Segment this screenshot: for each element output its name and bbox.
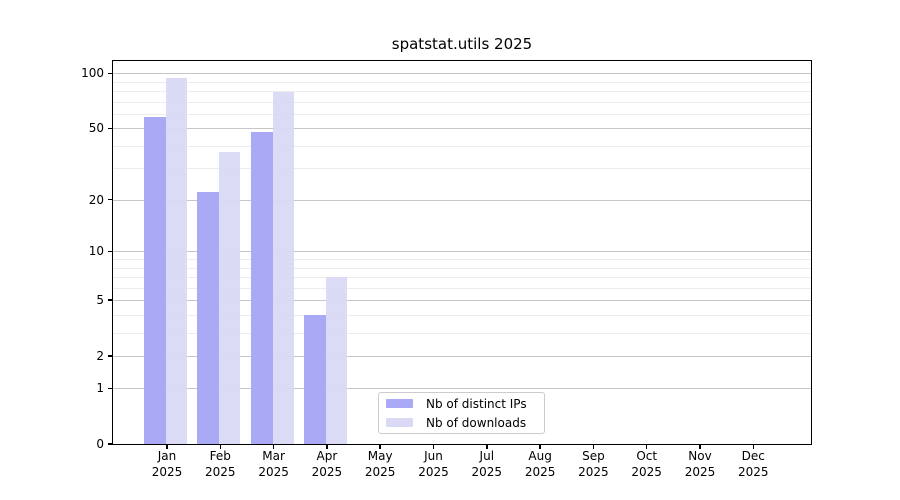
major-gridline (113, 300, 811, 302)
plot-area (113, 61, 811, 444)
legend: Nb of distinct IPs Nb of downloads (378, 392, 545, 434)
minor-gridline (113, 168, 811, 170)
bar-distinct-ips-apr (303, 314, 326, 444)
minor-gridline (113, 145, 811, 147)
x-tick-label: Aug 2025 (498, 448, 582, 480)
legend-swatch-distinct-ips (386, 399, 413, 408)
legend-label-distinct-ips: Nb of distinct IPs (426, 396, 527, 411)
x-tick-label: Sep 2025 (551, 448, 635, 480)
y-tick-label: 5 (96, 293, 104, 308)
x-tick-year-label: 2025 (205, 465, 236, 479)
x-tick-year-label: 2025 (258, 465, 289, 479)
x-tick-mark (166, 444, 168, 449)
y-tick-label: 2 (96, 348, 104, 363)
x-tick-label: Jul 2025 (445, 448, 529, 480)
bar-distinct-ips-feb (197, 192, 220, 444)
x-tick-year-label: 2025 (471, 465, 503, 479)
major-gridline (113, 388, 811, 390)
x-tick-label: May 2025 (338, 448, 422, 480)
bar-downloads-mar (272, 92, 294, 444)
x-tick-year-label: 2025 (578, 465, 609, 479)
minor-gridline (113, 314, 811, 316)
y-tick-mark (108, 299, 113, 301)
x-tick-mark (219, 444, 222, 449)
y-tick-label: 10 (88, 244, 104, 259)
minor-gridline (113, 101, 811, 103)
y-tick-label: 1 (96, 381, 104, 396)
x-tick-mark (699, 444, 701, 449)
y-tick-mark (108, 250, 113, 253)
x-tick-label: Jan 2025 (125, 448, 209, 480)
bar-downloads-apr (325, 277, 347, 444)
x-tick-label: Apr 2025 (285, 448, 369, 480)
major-gridline (113, 251, 811, 253)
minor-gridline (113, 259, 811, 261)
minor-gridline (113, 332, 811, 334)
x-tick-mark (432, 444, 435, 449)
x-tick-label: Nov 2025 (658, 448, 742, 480)
major-gridline (113, 128, 811, 130)
bar-downloads-jan (166, 77, 187, 444)
x-tick-mark (752, 444, 755, 449)
x-tick-year-label: 2025 (418, 465, 449, 479)
y-tick-label: 0 (96, 437, 104, 451)
x-tick-label: Feb 2025 (178, 448, 262, 480)
bar-downloads-feb (219, 151, 241, 444)
x-tick-label: Mar 2025 (232, 448, 316, 480)
chart-title: spatstat.utils 2025 (391, 35, 533, 53)
x-tick-mark (539, 444, 541, 449)
x-tick-year-label: 2025 (631, 465, 662, 479)
x-tick-year-label: 2025 (364, 465, 396, 479)
x-tick-label: Oct 2025 (605, 448, 689, 480)
major-gridline (113, 199, 811, 201)
y-tick-label: 100 (81, 66, 104, 81)
y-tick-mark (108, 127, 113, 130)
x-tick-mark (272, 444, 275, 449)
y-tick-mark (108, 443, 113, 445)
minor-gridline (113, 267, 811, 269)
y-tick-label: 20 (88, 192, 104, 207)
y-tick-mark (108, 198, 113, 201)
y-tick-mark (108, 387, 113, 390)
y-tick-mark (108, 355, 113, 357)
major-gridline (113, 355, 811, 357)
legend-item-downloads: Nb of downloads (386, 416, 536, 430)
minor-gridline (113, 91, 811, 93)
legend-item-distinct-ips: Nb of distinct IPs (386, 397, 536, 411)
legend-swatch-downloads (386, 418, 413, 427)
y-tick-mark (108, 72, 113, 75)
minor-gridline (113, 287, 811, 289)
legend-label-downloads: Nb of downloads (426, 415, 527, 430)
minor-gridline (113, 81, 811, 83)
x-tick-year-label: 2025 (524, 465, 556, 479)
x-tick-mark (486, 444, 488, 449)
bar-distinct-ips-jan (144, 116, 166, 444)
minor-gridline (113, 113, 811, 115)
x-tick-year-label: 2025 (738, 465, 769, 479)
x-tick-mark (379, 444, 381, 449)
x-tick-mark (645, 444, 648, 449)
y-tick-label: 50 (88, 121, 104, 136)
major-gridline (113, 73, 811, 75)
x-tick-year-label: 2025 (684, 465, 716, 479)
x-tick-label: Dec 2025 (711, 448, 795, 480)
minor-gridline (113, 277, 811, 279)
x-tick-label: Jun 2025 (392, 448, 476, 480)
x-tick-year-label: 2025 (311, 465, 343, 479)
x-tick-year-label: 2025 (151, 465, 183, 479)
x-tick-mark (326, 444, 328, 449)
bar-distinct-ips-mar (250, 131, 273, 444)
x-tick-mark (592, 444, 595, 449)
